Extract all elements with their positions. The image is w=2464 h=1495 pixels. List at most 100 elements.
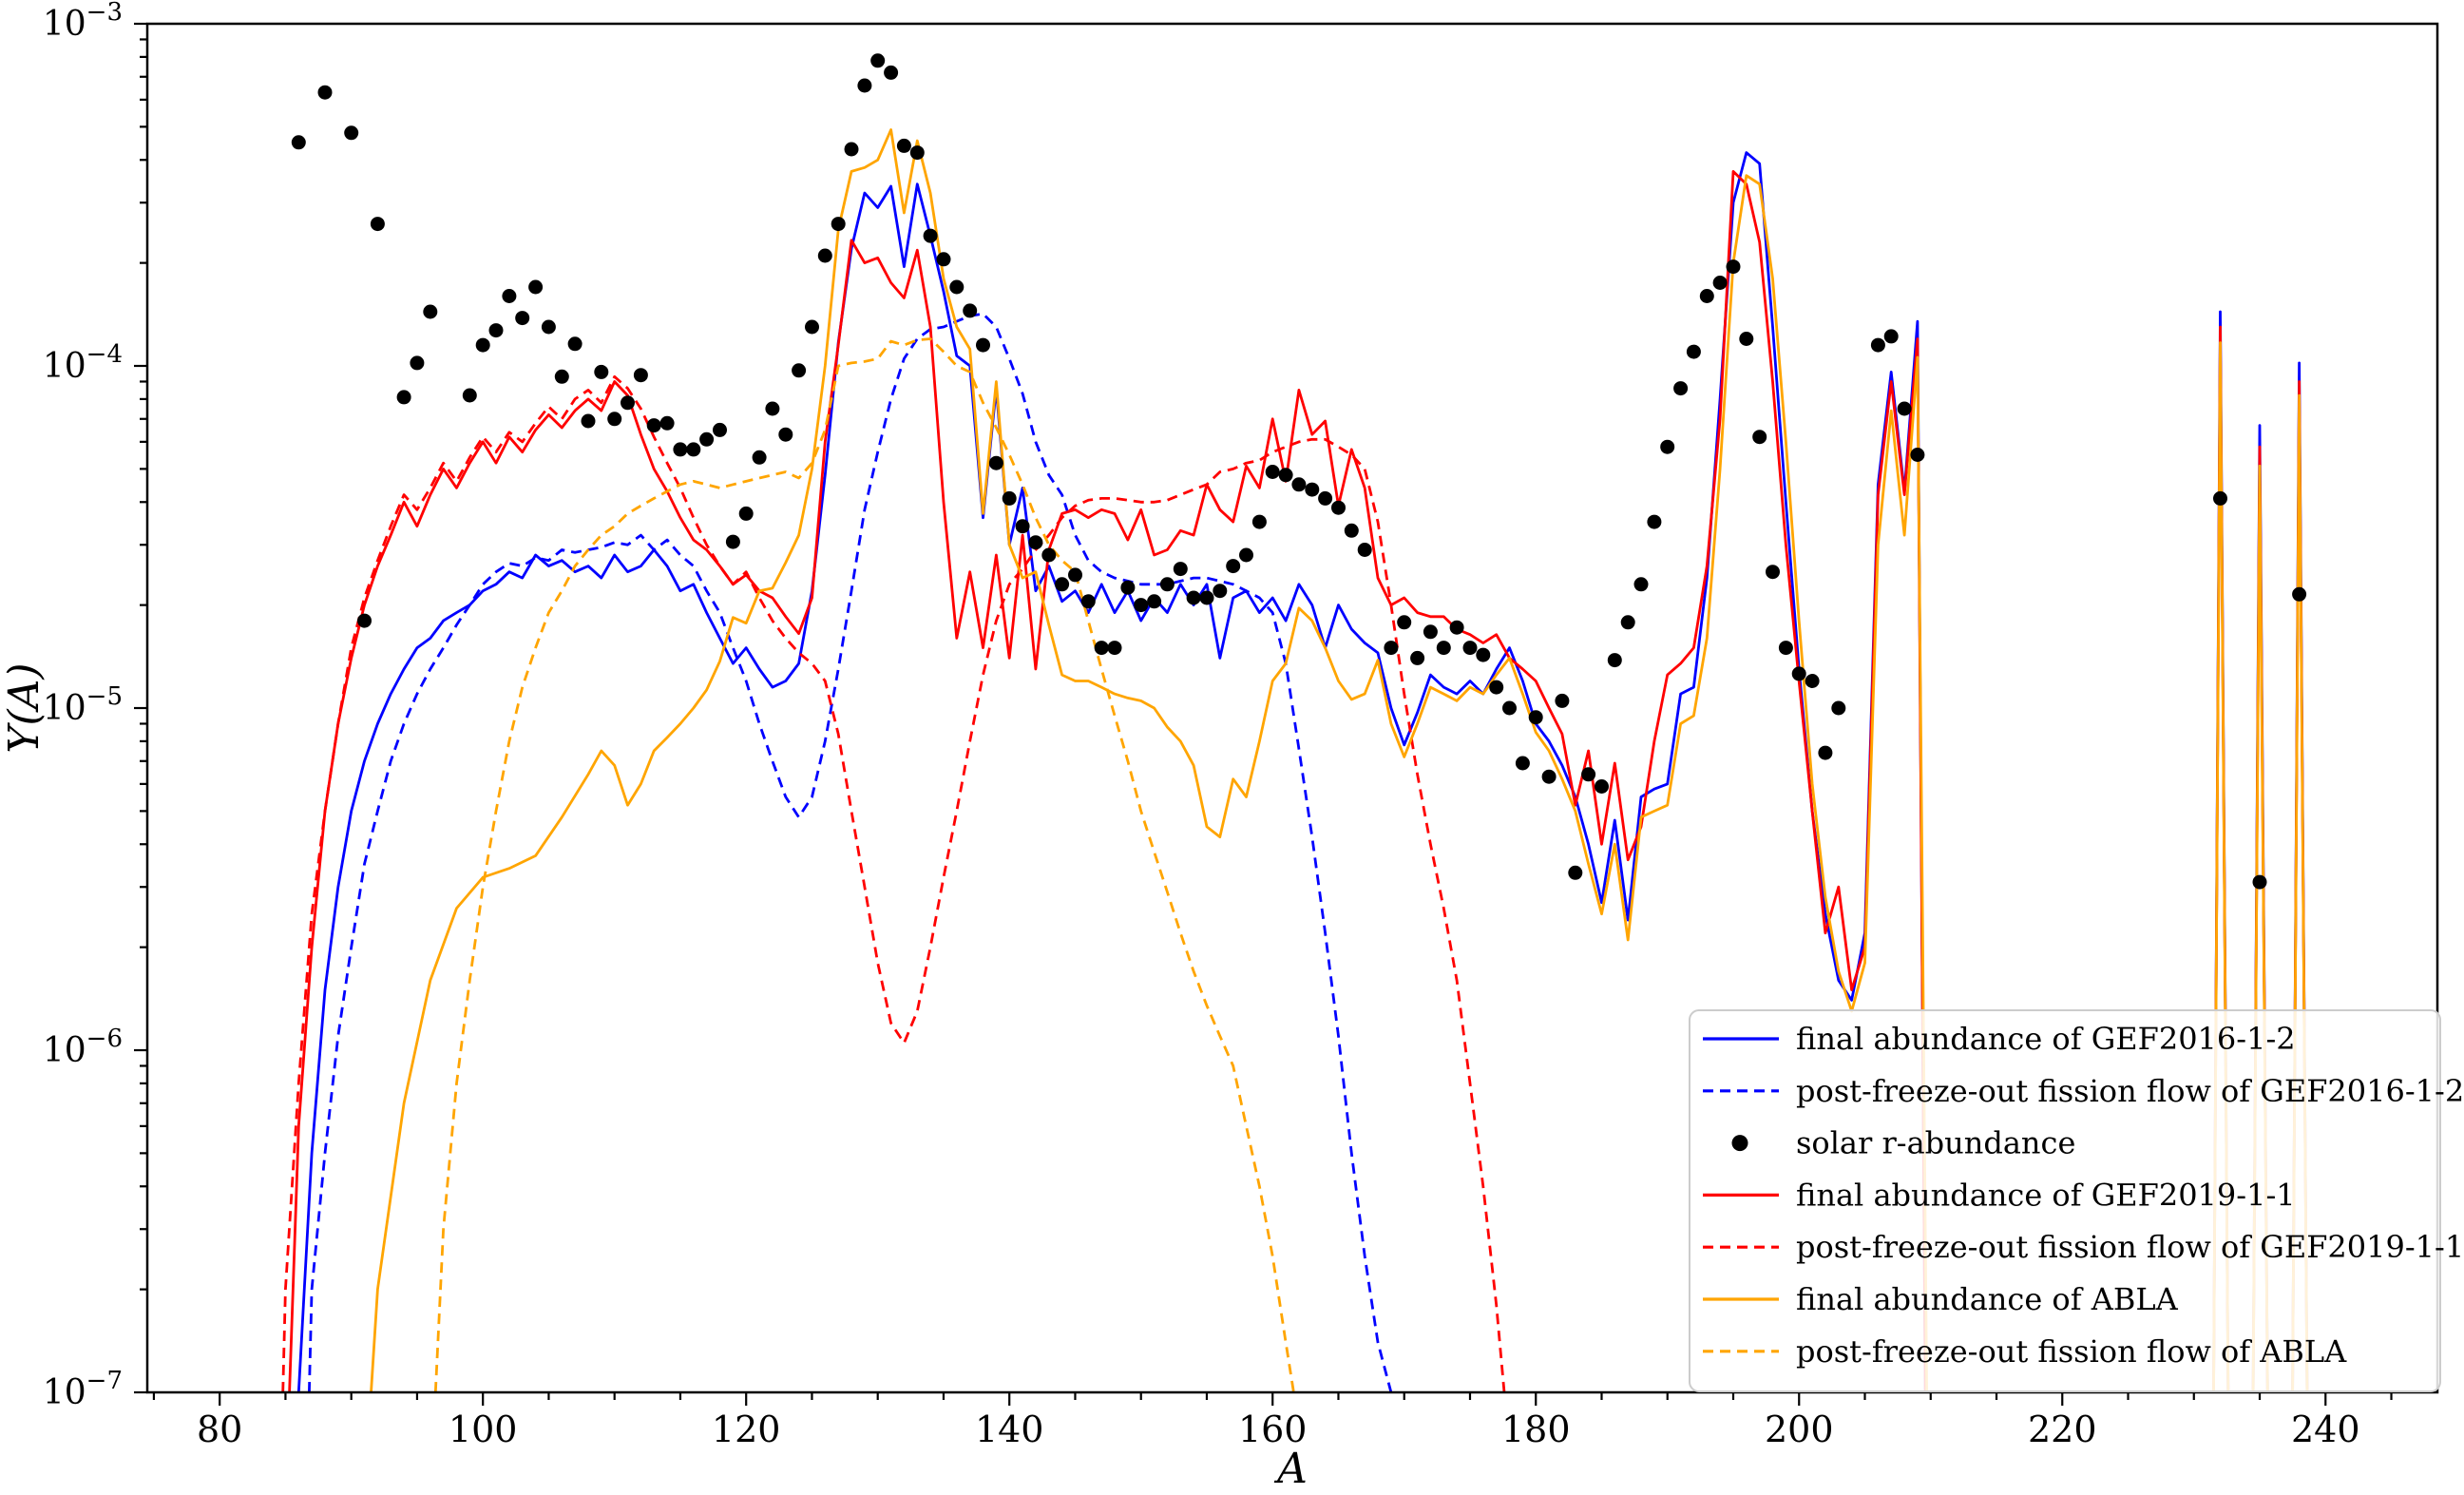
scatter-point — [659, 415, 675, 431]
x-tick-label: 120 — [712, 1409, 781, 1450]
series-line-0 — [296, 151, 2309, 1392]
scatter-point — [1739, 332, 1754, 346]
scatter-point — [1159, 577, 1175, 592]
scatter-point — [528, 279, 544, 295]
axis-ticks — [134, 22, 2393, 1406]
scatter-point — [1173, 562, 1188, 577]
scatter-point — [1897, 401, 1912, 416]
scatter-point — [1726, 259, 1741, 275]
scatter-point — [686, 442, 701, 457]
scatter-point — [1673, 381, 1689, 396]
scatter-point — [1541, 769, 1557, 784]
scatter-point — [1331, 500, 1346, 515]
scatter-point — [344, 125, 359, 141]
scatter-point — [936, 252, 951, 267]
scatter-point — [1620, 615, 1635, 630]
scatter-point — [515, 311, 530, 326]
scatter-point — [410, 355, 425, 371]
scatter-point — [594, 364, 609, 379]
scatter-point — [1410, 650, 1425, 665]
scatter-point — [1699, 289, 1714, 303]
scatter-point — [831, 217, 846, 232]
scatter-point — [1766, 565, 1780, 580]
scatter-point — [884, 65, 899, 80]
y-tick-label: 10−7 — [43, 1367, 123, 1412]
scatter-point — [1752, 430, 1767, 445]
scatter-point — [1265, 465, 1280, 479]
scatter-point — [725, 534, 740, 549]
scatter-point — [1462, 641, 1478, 656]
scatter-point — [713, 422, 727, 437]
x-tick-label: 160 — [1238, 1409, 1308, 1450]
scatter-point — [1305, 482, 1320, 497]
scatter-point — [1712, 276, 1728, 290]
scatter-point — [1476, 647, 1491, 662]
scatter-point — [1870, 337, 1885, 353]
y-tick-label: 10−4 — [43, 340, 123, 386]
scatter-point — [423, 304, 438, 319]
x-tick-label: 80 — [197, 1409, 242, 1450]
legend-label-5: final abundance of ABLA — [1796, 1281, 2179, 1317]
scatter-point — [317, 85, 333, 100]
scatter-point — [1028, 535, 1043, 550]
scatter-point — [1080, 594, 1096, 609]
scatter-point — [1041, 547, 1057, 563]
scatter-point — [1528, 710, 1543, 725]
series-line-4 — [370, 128, 2309, 1392]
scatter-point — [607, 412, 622, 427]
scatter-point — [857, 78, 872, 93]
scatter-point — [462, 388, 477, 403]
scatter-point — [541, 319, 556, 335]
scatter-point — [1515, 756, 1530, 771]
scatter-point — [963, 303, 978, 318]
scatter-point — [844, 142, 859, 157]
scatter-point — [1805, 674, 1820, 688]
x-tick-label: 240 — [2291, 1409, 2360, 1450]
scatter-point — [1831, 700, 1846, 716]
scatter-point — [1686, 344, 1701, 359]
scatter-point — [1239, 547, 1253, 563]
scatter-point — [621, 395, 635, 411]
scatter-point — [475, 337, 490, 353]
scatter-point — [909, 145, 925, 161]
x-tick-label: 180 — [1501, 1409, 1571, 1450]
scatter-point — [1910, 448, 1925, 462]
scatter-point — [1107, 641, 1122, 656]
x-tick-label: 100 — [449, 1409, 518, 1450]
legend-label-1: post-freeze-out fission flow of GEF2016-… — [1796, 1073, 2464, 1109]
scatter-point — [567, 336, 583, 352]
series-line-1 — [308, 312, 1393, 1392]
legend-box — [1689, 1009, 2441, 1392]
scatter-point — [1449, 620, 1464, 635]
scatter-point — [1291, 477, 1307, 492]
scatter-point — [1251, 514, 1267, 529]
y-tick-label: 10−3 — [43, 0, 123, 44]
series-line-3 — [281, 374, 1506, 1392]
scatter-point — [1226, 559, 1241, 574]
scatter-point — [1818, 745, 1833, 760]
scatter-point — [1199, 590, 1214, 605]
scatter-point — [396, 390, 411, 405]
legend-label-3: final abundance of GEF2019-1-1 — [1796, 1177, 2296, 1213]
scatter-point — [1647, 514, 1662, 529]
scatter-point — [1791, 666, 1806, 681]
series-line-2 — [288, 170, 2309, 1392]
scatter-point — [699, 431, 715, 447]
x-tick-label: 220 — [2028, 1409, 2097, 1450]
y-tick-label: 10−5 — [43, 682, 123, 728]
scatter-point — [673, 442, 688, 457]
scatter-point — [2213, 490, 2227, 506]
scatter-point — [1318, 490, 1333, 506]
scatter-point — [646, 418, 661, 433]
scatter-point — [1094, 641, 1109, 656]
scatter-point — [1436, 641, 1451, 656]
legend-marker-dot-2 — [1731, 1135, 1748, 1152]
scatter-point — [1055, 577, 1070, 592]
scatter-point — [1607, 653, 1622, 668]
scatter-point — [1344, 523, 1359, 538]
scatter-point — [1660, 439, 1675, 454]
scatter-point — [778, 427, 793, 442]
scatter-point — [554, 369, 569, 384]
